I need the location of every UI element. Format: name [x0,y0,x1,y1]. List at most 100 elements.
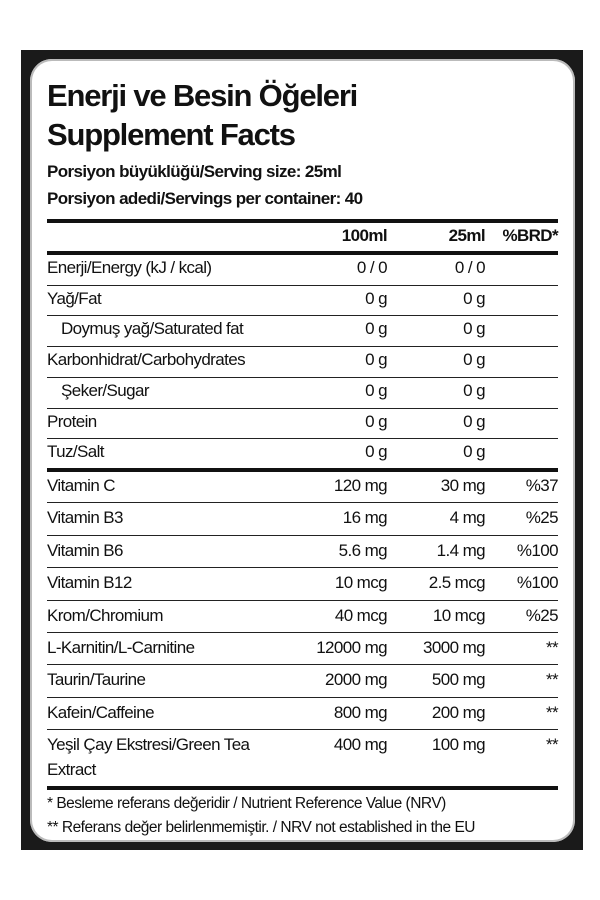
table-row: Yağ/Fat 0 g 0 g [47,289,558,311]
value-per-25ml: 500 mg [431,670,486,690]
value-per-25ml: 10 mcg [432,605,486,625]
divider-thin [47,729,558,731]
title-turkish: Enerji ve Besin Öğeleri [47,78,358,113]
header-100ml: 100ml [341,226,388,245]
nutrient-name: L-Karnitin/L-Carnitine [47,637,195,657]
value-per-25ml: 0 g [463,288,485,308]
label-frame: Enerji ve Besin Öğeleri Supplement Facts… [21,50,583,850]
footnote: * Besleme referans değeridir / Nutrient … [47,794,446,812]
nrv-percent: ** [545,735,559,755]
divider-thick [47,251,558,255]
value-per-100ml: 0 g [365,288,387,308]
nrv-percent: ** [545,702,559,722]
table-row: Kafein/Caffeine 800 mg 200 mg ** [47,702,559,725]
table-row: L-Karnitin/L-Carnitine 12000 mg 3000 mg ** [47,637,559,660]
value-per-25ml: 0 g [463,319,485,339]
table-row: Yeşil Çay Ekstresi/Green Tea 400 mg 100 mg… [47,735,559,779]
servings-per-container: Porsiyon adedi/Servings per container: 4… [47,189,363,208]
nutrient-name-line2: Extract [47,760,96,780]
value-per-100ml: 10 mcg [334,573,388,593]
value-per-100ml: 12000 mg [316,637,387,657]
value-per-25ml: 4 mg [449,508,486,528]
serving-size: Porsiyon büyüklüğü/Serving size: 25ml [47,162,342,181]
divider-thin [47,315,558,317]
nutrient-name: Doymuş yağ/Saturated fat [61,319,244,339]
table-row: Karbonhidrat/Carbohydrates 0 g 0 g [47,350,558,372]
nrv-percent: %25 [525,508,559,528]
value-per-25ml: 100 mg [431,735,486,755]
table-row: Şeker/Sugar 0 g 0 g [47,381,558,403]
nutrient-name: Yeşil Çay Ekstresi/Green Tea [47,735,250,755]
nrv-percent: %100 [516,573,559,593]
divider-thick [47,785,558,790]
title-english: Supplement Facts [47,117,296,152]
value-per-25ml: 1.4 mg [436,540,486,560]
nutrient-name: Vitamin C [47,475,116,495]
footnote: ** Referans değer belirlenmemiştir. / NR… [47,818,476,836]
value-per-100ml: 800 mg [333,702,388,722]
table-row: Vitamin B6 5.6 mg 1.4 mg %100 [47,540,559,563]
supplement-facts-card: Enerji ve Besin Öğeleri Supplement Facts… [30,59,575,842]
value-per-25ml: 2.5 mcg [428,573,486,593]
nutrient-name: Enerji/Energy (kJ / kcal) [47,258,212,277]
divider-thin [47,534,558,536]
value-per-100ml: 5.6 mg [338,540,388,560]
nrv-percent: %25 [525,605,559,625]
nutrient-name: Kafein/Caffeine [47,702,155,722]
value-per-100ml: 40 mcg [334,605,388,625]
nutrient-name: Taurin/Taurine [47,670,146,690]
value-per-25ml: 0 g [463,350,485,370]
table-row: Tuz/Salt 0 g 0 g [47,442,558,464]
table-row: Krom/Chromium 40 mcg 10 mcg %25 [47,605,559,628]
divider-thick [47,467,558,472]
divider-thin [47,664,558,666]
value-per-100ml: 2000 mg [325,670,388,690]
nrv-percent: ** [545,637,559,657]
value-per-100ml: 400 mg [333,735,388,755]
nutrient-name: Vitamin B12 [47,573,132,593]
nutrient-name: Tuz/Salt [47,442,105,462]
value-per-25ml: 0 g [463,442,485,462]
divider-thin [47,599,558,601]
divider-thin [47,284,558,286]
table-row: Vitamin B3 16 mg 4 mg %25 [47,508,559,530]
value-per-25ml: 200 mg [431,702,486,722]
divider-thin [47,696,558,698]
divider-thin [47,376,558,378]
nutrient-name: Vitamin B3 [47,508,124,528]
divider-thick [47,219,558,223]
divider-thin [47,438,558,440]
table-row: Taurin/Taurine 2000 mg 500 mg ** [47,670,559,692]
value-per-25ml: 0 / 0 [454,258,486,277]
divider-thin [47,346,558,348]
table-row: Vitamin C 120 mg 30 mg %37 [47,475,559,498]
value-per-100ml: 0 / 0 [356,258,388,277]
value-per-100ml: 16 mg [342,508,388,528]
nrv-percent: %37 [525,475,559,495]
nutrient-name: Karbonhidrat/Carbohydrates [47,350,246,370]
divider-thin [47,502,558,504]
table-row: Enerji/Energy (kJ / kcal) 0 / 0 0 / 0 [47,258,558,280]
nutrient-name: Şeker/Sugar [61,380,150,400]
header-25ml: 25ml [448,226,486,245]
value-per-100ml: 0 g [365,319,387,339]
value-per-100ml: 0 g [365,442,387,462]
value-per-100ml: 0 g [365,380,387,400]
value-per-100ml: 120 mg [333,475,388,495]
divider-thin [47,407,558,409]
value-per-25ml: 3000 mg [423,637,486,657]
value-per-25ml: 0 g [463,380,485,400]
nrv-percent: ** [545,670,559,690]
table-header: 100ml 25ml %BRD* [47,226,559,248]
divider-thin [47,631,558,633]
value-per-25ml: 30 mg [440,475,486,495]
table-row: Protein 0 g 0 g [47,412,558,434]
nutrient-name: Protein [47,411,97,431]
table-row: Vitamin B12 10 mcg 2.5 mcg %100 [47,573,559,595]
value-per-100ml: 0 g [365,411,387,431]
nutrient-name: Krom/Chromium [47,605,164,625]
value-per-25ml: 0 g [463,411,485,431]
nrv-percent: %100 [516,540,559,560]
nutrient-name: Vitamin B6 [47,540,124,560]
table-row: Doymuş yağ/Saturated fat 0 g 0 g [47,319,558,341]
